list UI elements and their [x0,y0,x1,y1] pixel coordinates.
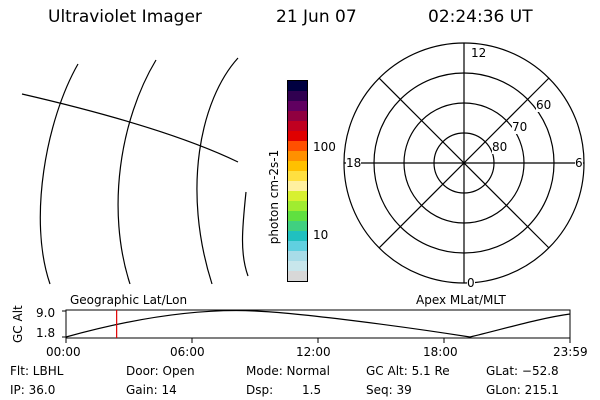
colorbar-segment [288,151,307,161]
mlat-label-60: 60 [536,98,552,112]
polar-axis-diagonal [378,77,550,249]
mode-readout: Mode: Normal [246,364,330,378]
colorbar-tick-100: 100 [313,140,336,154]
dsp-value: 1.5 [302,383,322,397]
mlt-label-6: 6 [575,156,583,170]
longitude-line [117,59,157,285]
door-readout: Door: Open [126,364,195,378]
time-label: 02:24:36 UT [428,7,533,27]
colorbar-segment [288,201,307,211]
x-tick-0000: 00:00 [46,345,81,359]
colorbar-segment [288,111,307,121]
colorbar-segment [288,231,307,241]
altitude-curve [65,310,571,338]
mlat-label-70: 70 [512,120,528,134]
gc-alt-readout: GC Alt: 5.1 Re [366,364,450,378]
colorbar-segment [288,101,307,111]
x-tick-0600: 06:00 [170,345,205,359]
app-title: Ultraviolet Imager [48,7,202,27]
colorbar-segment [288,181,307,191]
timeline-frame [65,309,571,339]
timeline-left-label: Geographic Lat/Lon [70,293,188,307]
colorbar-segment [288,211,307,221]
colorbar-segment [288,141,307,151]
longitude-line [196,57,239,285]
filter-readout: Flt: LBHL [10,364,64,378]
x-tick-2359: 23:59 [553,345,588,359]
mlat-label-80: 80 [492,140,508,154]
colorbar-segment [288,261,307,271]
longitude-line [39,63,79,285]
mlt-label-12: 12 [471,46,487,60]
ip-readout: IP: 36.0 [10,383,56,397]
y-tick-9: 9.0 [36,306,56,320]
latitude-line [21,93,239,163]
date-label: 21 Jun 07 [276,7,357,27]
timeline-right-label: Apex MLat/MLT [416,293,506,307]
colorbar-segment [288,91,307,101]
colorbar-segment [288,81,307,91]
colorbar-tick-10: 10 [313,228,329,242]
longitude-line [241,191,249,277]
colorbar-segment [288,121,307,131]
gain-readout: Gain: 14 [126,383,177,397]
x-tick-1800: 18:00 [423,345,458,359]
mlt-label-18: 18 [346,156,362,170]
colorbar-segment [288,241,307,251]
colorbar-segment [288,131,307,141]
mlt-label-0: 0 [467,276,475,290]
x-tick-1200: 12:00 [296,345,331,359]
dsp-label: Dsp: [246,383,274,397]
colorbar-segment [288,191,307,201]
colorbar-segment [288,251,307,261]
color-scale-bar [287,80,308,282]
y-tick-1: 1.8 [36,326,56,340]
colorbar-segment [288,171,307,181]
colorbar-segment [288,221,307,231]
glon-readout: GLon: 215.1 [486,383,559,397]
seq-readout: Seq: 39 [366,383,412,397]
colorbar-segment [288,161,307,171]
glat-readout: GLat: −52.8 [486,364,559,378]
colorbar-segment [288,271,307,281]
